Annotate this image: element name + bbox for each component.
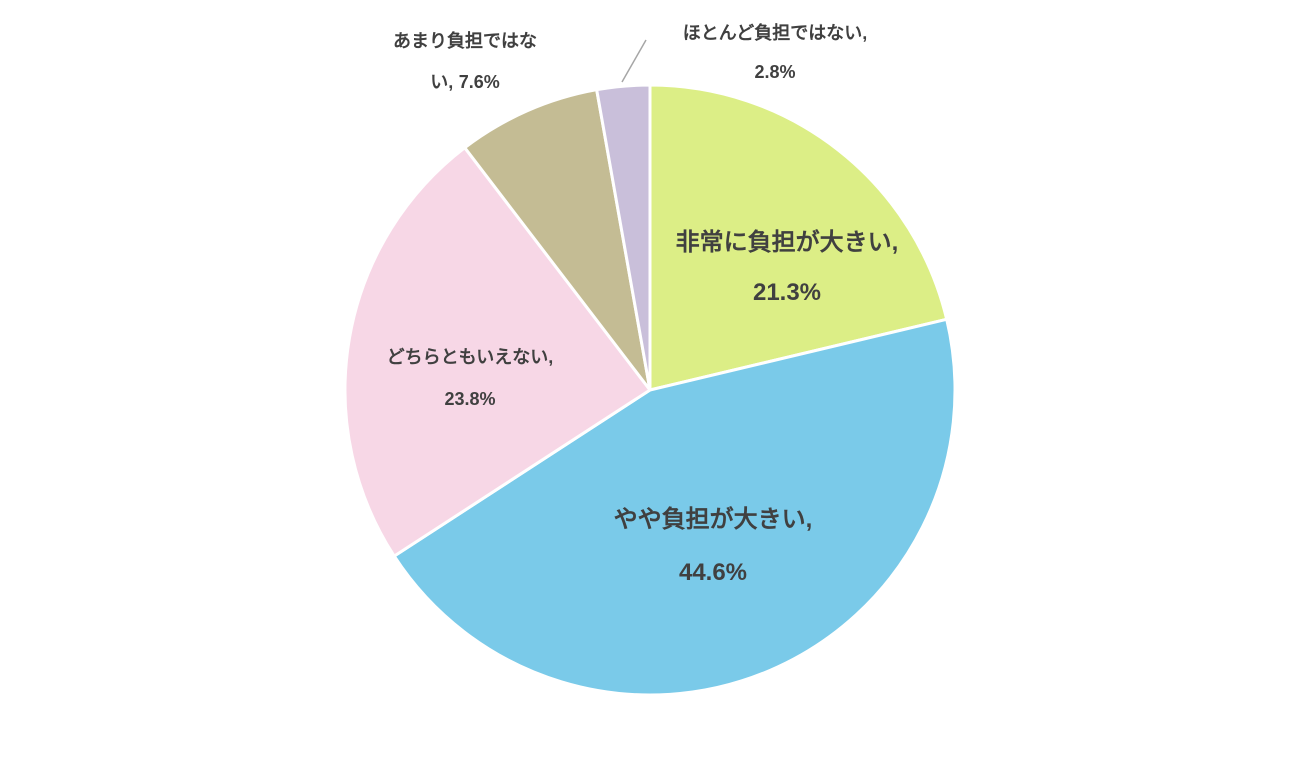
pie-slice	[648, 83, 949, 392]
pie-slice	[462, 87, 652, 391]
data-label: やや負担が大きい, 44.6%	[553, 493, 873, 599]
category-label: ほとんど負担ではない,	[682, 23, 868, 43]
pie-slice	[594, 83, 652, 391]
category-label: 非常に負担が大きい,	[675, 229, 899, 256]
pie-slice	[392, 317, 957, 697]
data-label: あまり負担ではない, 7.6%	[375, 21, 555, 103]
pie-slice	[343, 145, 653, 559]
leader-line	[621, 39, 647, 83]
data-label: どちらともいえない, 23.8%	[340, 336, 600, 420]
value-label: 7.6%	[458, 72, 500, 92]
value-label: 23.8%	[444, 389, 496, 409]
category-label: どちらともいえない,	[386, 347, 554, 367]
category-label: やや負担が大きい,	[613, 506, 813, 533]
value-label: 44.6%	[678, 559, 748, 586]
value-label: 2.8%	[754, 62, 796, 82]
value-label: 21.3%	[752, 279, 822, 306]
data-label: ほとんど負担ではない, 2.8%	[645, 14, 905, 92]
category-label: あまり負担ではない,	[393, 31, 537, 92]
data-label: 非常に負担が大きい, 21.3%	[627, 218, 947, 318]
